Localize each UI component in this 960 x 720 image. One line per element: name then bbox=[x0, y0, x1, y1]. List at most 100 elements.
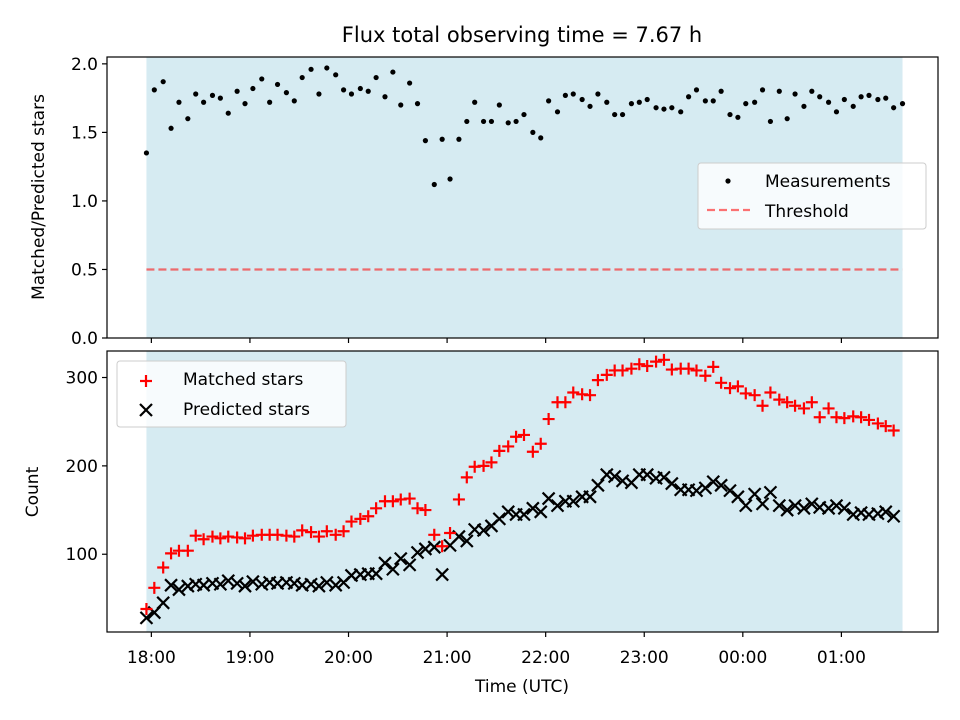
predicted-star-point bbox=[312, 579, 326, 593]
predicted-star-point bbox=[402, 558, 417, 572]
measurement-point bbox=[718, 88, 724, 94]
bottom-y-tick-label: 200 bbox=[66, 457, 98, 477]
matched-star-point bbox=[559, 396, 572, 409]
matched-star-point bbox=[510, 430, 523, 443]
matched-star-point bbox=[879, 420, 892, 433]
matched-star-point bbox=[477, 459, 490, 472]
predicted-star-point bbox=[393, 551, 408, 566]
predicted-star-point bbox=[714, 478, 728, 493]
measurement-point bbox=[817, 94, 823, 100]
measurement-point bbox=[612, 111, 618, 118]
x-tick-label: 18:00 bbox=[127, 648, 176, 668]
measurement-point bbox=[316, 91, 322, 97]
x-tick-label: 23:00 bbox=[620, 648, 669, 668]
measurement-point bbox=[472, 99, 478, 105]
measurement-point bbox=[644, 96, 650, 103]
x-tick-label: 21:00 bbox=[423, 648, 472, 668]
predicted-star-point bbox=[172, 582, 186, 597]
matched-star-point bbox=[591, 374, 604, 387]
matched-star-point bbox=[690, 364, 703, 377]
measurement-point bbox=[850, 103, 856, 109]
matched-star-point bbox=[707, 360, 720, 373]
measurement-point bbox=[283, 90, 290, 96]
measurement-point bbox=[193, 91, 199, 97]
measurement-point bbox=[538, 135, 544, 141]
matched-star-point bbox=[329, 528, 342, 541]
measurement-point bbox=[653, 105, 659, 111]
measurement-point bbox=[513, 118, 519, 125]
legend-predicted-marker bbox=[139, 403, 153, 417]
measurement-point bbox=[274, 81, 281, 88]
matched-star-point bbox=[354, 512, 367, 525]
measurement-point bbox=[496, 102, 502, 108]
matched-star-point bbox=[756, 399, 769, 412]
predicted-star-point bbox=[755, 497, 770, 511]
matched-star-point bbox=[345, 515, 358, 528]
matched-star-point bbox=[148, 581, 161, 594]
top-y-axis-label: Matched/Predicted stars bbox=[29, 94, 49, 300]
predicted-star-point bbox=[238, 579, 252, 593]
predicted-star-point bbox=[846, 507, 861, 522]
predicted-star-point bbox=[386, 562, 400, 577]
matched-star-point bbox=[789, 399, 802, 412]
measurement-point bbox=[422, 138, 429, 144]
predicted-star-point bbox=[230, 576, 244, 591]
predicted-star-point bbox=[583, 490, 597, 504]
predicted-star-point bbox=[213, 577, 228, 592]
matched-star-point bbox=[197, 533, 210, 546]
matched-star-point bbox=[444, 527, 457, 540]
x-tick-label: 19:00 bbox=[225, 648, 274, 668]
measurement-point bbox=[505, 120, 511, 126]
top-y-tick-label: 1.0 bbox=[71, 192, 98, 212]
predicted-star-point bbox=[320, 575, 334, 590]
measurement-point bbox=[333, 72, 339, 78]
x-tick-label: 01:00 bbox=[817, 648, 866, 668]
measurement-point bbox=[357, 85, 363, 92]
predicted-star-point bbox=[706, 475, 721, 489]
predicted-star-point bbox=[427, 540, 442, 554]
predicted-star-point bbox=[460, 534, 474, 548]
matched-star-point bbox=[370, 502, 383, 515]
predicted-star-point bbox=[221, 573, 236, 588]
predicted-star-point bbox=[550, 498, 565, 513]
matched-star-point bbox=[542, 413, 555, 426]
predicted-star-point bbox=[821, 501, 836, 516]
matched-stars-points bbox=[140, 353, 900, 616]
top-axes-frame bbox=[106, 56, 939, 339]
matched-star-point bbox=[682, 362, 695, 375]
measurement-point bbox=[628, 101, 635, 107]
top-x-ticks bbox=[150, 338, 842, 343]
measurement-point bbox=[883, 95, 889, 101]
measurement-point bbox=[530, 129, 536, 135]
predicted-star-point bbox=[369, 566, 383, 581]
measurement-point bbox=[348, 91, 355, 97]
predicted-star-point bbox=[304, 577, 318, 592]
matched-star-point bbox=[386, 495, 399, 508]
predicted-star-point bbox=[797, 501, 811, 516]
predicted-star-point bbox=[738, 498, 753, 513]
predicted-star-point bbox=[780, 503, 794, 517]
bottom-y-tick-label: 100 bbox=[66, 545, 98, 565]
predicted-star-point bbox=[526, 501, 540, 516]
predicted-star-point bbox=[246, 574, 260, 589]
measurement-point bbox=[259, 76, 265, 82]
measurement-point bbox=[225, 110, 231, 116]
measurement-point bbox=[579, 96, 585, 103]
measurement-point bbox=[686, 94, 692, 100]
top-y-tick-label: 1.5 bbox=[71, 123, 98, 143]
chart-title: Flux total observing time = 7.67 h bbox=[342, 23, 702, 47]
matched-star-point bbox=[699, 369, 712, 382]
measurement-point bbox=[841, 96, 847, 103]
matched-star-point bbox=[715, 376, 728, 389]
top-y-ticks: 0.0 0.5 1.0 1.5 2.0 bbox=[71, 55, 107, 349]
measurement-point bbox=[242, 101, 248, 107]
bottom-legend-box bbox=[116, 360, 347, 428]
measurement-point bbox=[784, 116, 790, 122]
predicted-star-point bbox=[181, 579, 195, 593]
predicted-star-point bbox=[517, 507, 531, 522]
measurement-point bbox=[899, 101, 906, 107]
predicted-star-point bbox=[566, 494, 581, 508]
matched-star-point bbox=[305, 526, 318, 539]
measurement-point bbox=[875, 96, 881, 103]
